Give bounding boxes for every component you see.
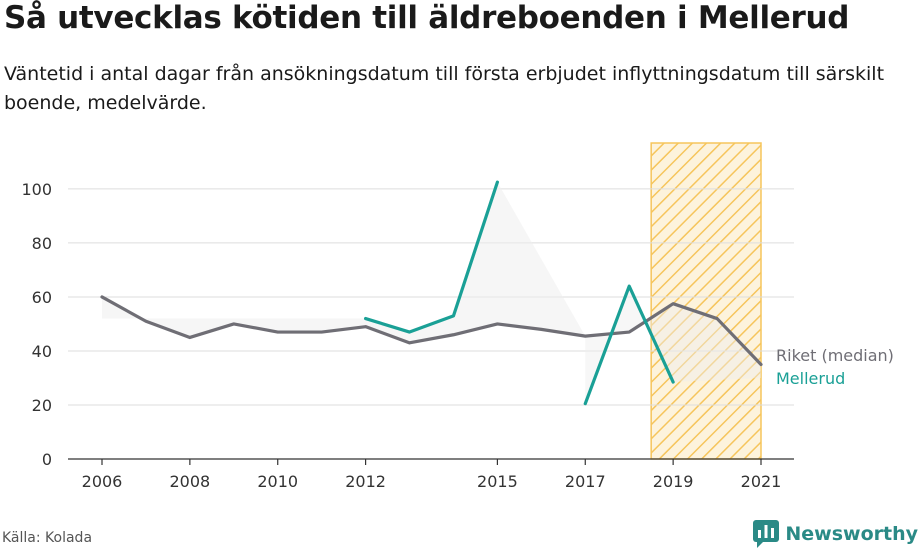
- y-tick-label: 80: [32, 234, 52, 253]
- x-tick-label: 2012: [345, 472, 386, 491]
- series-line-mellerud: [583, 284, 675, 406]
- y-tick-label: 100: [21, 180, 52, 199]
- x-tick-label: 2010: [257, 472, 298, 491]
- source-note: Källa: Kolada: [2, 530, 93, 546]
- y-tick-label: 0: [42, 450, 52, 469]
- x-tick-label: 2021: [741, 472, 782, 491]
- x-tick-label: 2019: [653, 472, 694, 491]
- chart-title: Så utvecklas kötiden till äldreboenden i…: [4, 0, 850, 36]
- series-line-riket: [100, 295, 763, 367]
- legend-label-riket: Riket (median): [776, 346, 894, 365]
- y-tick-label: 40: [32, 342, 52, 361]
- series-line-mellerud: [364, 180, 499, 334]
- brand-logo: Newsworthy: [753, 520, 918, 548]
- newsworthy-logo-icon: [753, 520, 780, 548]
- chart-subtitle: Väntetid i antal dagar från ansökningsda…: [4, 63, 885, 114]
- x-tick-label: 2008: [170, 472, 211, 491]
- difference-area: [585, 286, 761, 404]
- brand-name: Newsworthy: [785, 523, 918, 545]
- y-tick-label: 20: [32, 396, 52, 415]
- y-tick-label: 60: [32, 288, 52, 307]
- highlight-band: [650, 142, 762, 460]
- x-tick-label: 2017: [565, 472, 606, 491]
- difference-area: [102, 182, 586, 343]
- legend-label-mellerud: Mellerud: [776, 369, 845, 388]
- x-tick-label: 2006: [82, 472, 123, 491]
- x-tick-label: 2015: [477, 472, 518, 491]
